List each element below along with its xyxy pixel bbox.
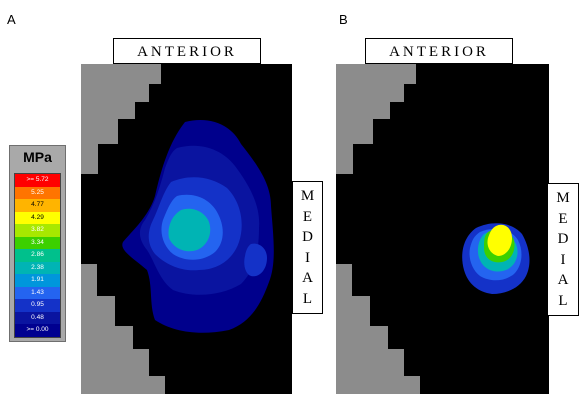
panel-b-pressure-map (336, 64, 549, 394)
legend-entry: 2.86 (15, 249, 60, 262)
medial-letter: L (302, 290, 313, 307)
legend-entry: 4.77 (15, 199, 60, 212)
panel-a-pressure-map (81, 64, 292, 394)
panel-a-medial-label: M E D I A L (292, 181, 323, 314)
panel-a-outside-region-lower (81, 264, 165, 394)
panel-b-medial-label: M E D I A L (547, 183, 579, 316)
legend-entry: 2.38 (15, 261, 60, 275)
legend-entry: 5.25 (15, 186, 60, 200)
legend-entry: 0.48 (15, 311, 60, 325)
legend-entry: 3.34 (15, 236, 60, 250)
medial-letter: M (300, 188, 315, 204)
panel-a-contour-secondary (244, 243, 267, 277)
panel-b-label: B (339, 12, 348, 27)
medial-letter: A (302, 270, 313, 286)
medial-letter: D (557, 231, 569, 247)
legend-entry: >= 5.72 (15, 174, 60, 187)
medial-letter: I (305, 249, 310, 266)
color-scale-legend: MPa >= 5.72 5.25 4.77 4.29 3.82 3.34 2.86 2.38 1… (9, 145, 66, 342)
medial-letter: A (557, 272, 569, 288)
medial-letter: M (556, 190, 570, 206)
panel-a-label: A (7, 12, 16, 27)
panel-b-outside-region (336, 64, 416, 174)
legend-entry: 1.91 (15, 274, 60, 287)
legend-unit-label: MPa (23, 149, 52, 165)
panel-b-outside-region-lower (336, 264, 420, 394)
panel-b-contour-peak (487, 224, 512, 256)
panel-a-outside-region (81, 64, 161, 174)
panel-a-anterior-label: ANTERIOR (113, 38, 261, 64)
medial-letter: L (558, 292, 568, 309)
legend-entry: 1.43 (15, 286, 60, 300)
medial-letter: I (560, 251, 566, 268)
legend-entry: >= 0.00 (15, 324, 60, 337)
legend-color-bar: >= 5.72 5.25 4.77 4.29 3.82 3.34 2.86 2.38 1.91 1… (14, 173, 61, 338)
panel-a-contour-peak (168, 208, 211, 252)
legend-entry: 0.95 (15, 299, 60, 312)
panel-b-anterior-label: ANTERIOR (365, 38, 513, 64)
legend-entry: 4.29 (15, 211, 60, 225)
medial-letter: D (302, 229, 313, 245)
legend-entry: 3.82 (15, 224, 60, 237)
medial-letter: E (558, 210, 568, 227)
medial-letter: E (302, 208, 313, 225)
